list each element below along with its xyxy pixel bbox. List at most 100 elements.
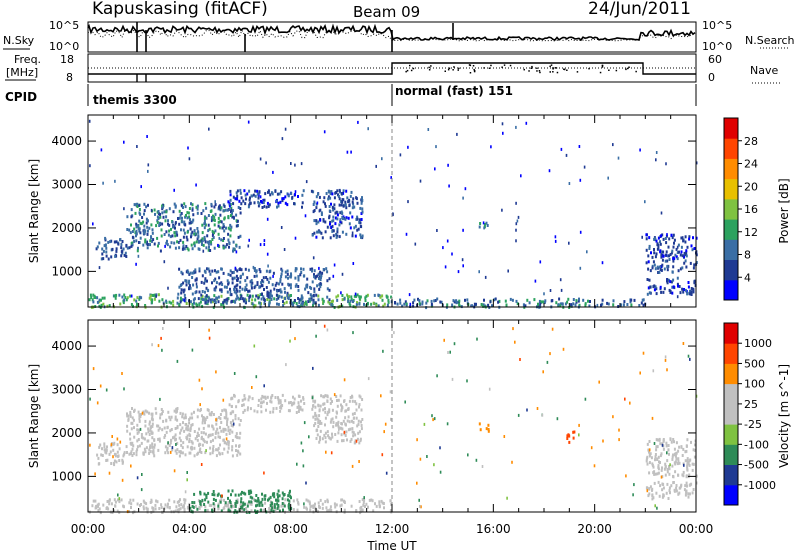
echo-cell: [179, 423, 182, 427]
echo-cell: [316, 509, 319, 513]
echo-cell: [113, 509, 116, 513]
echo-cell: [362, 501, 365, 505]
echo-cell: [312, 210, 315, 214]
echo-cell: [228, 403, 231, 407]
echo-cell: [211, 238, 214, 241]
echo-cell: [99, 511, 102, 515]
echo-cell: [266, 395, 269, 399]
echo-cell: [313, 200, 316, 204]
echo-cell: [211, 281, 213, 285]
echo-cell: [228, 432, 231, 435]
echo-cell: [313, 219, 316, 223]
echo-cell: [361, 498, 364, 502]
echo-cell: [332, 299, 334, 303]
echo-cell: [282, 300, 284, 304]
echo-cell: [219, 208, 222, 212]
echo-cell: [294, 193, 296, 197]
echo-cell: [250, 509, 253, 513]
echo-cell: [589, 300, 591, 303]
echo-cell: [317, 192, 319, 196]
echo-cell: [212, 438, 214, 442]
echo-cell: [498, 299, 501, 303]
echo-cell: [277, 504, 280, 508]
echo-cell: [577, 299, 580, 303]
echo-cell: [202, 426, 205, 430]
echo-cell: [225, 298, 228, 302]
echo-cell: [218, 282, 221, 286]
echo-cell: [323, 324, 326, 328]
echo-cell: [95, 247, 98, 251]
echo-cell: [199, 239, 202, 243]
echo-cell: [248, 491, 251, 495]
echo-cell: [664, 473, 667, 477]
echo-cell: [447, 163, 449, 167]
echo-region: [310, 188, 364, 240]
echo-cell: [310, 189, 313, 193]
echo-cell: [149, 243, 151, 247]
echo-cell: [151, 343, 153, 347]
echo-cell: [679, 486, 682, 490]
echo-region: [566, 430, 576, 444]
echo-cell: [207, 491, 210, 495]
echo-cell: [382, 304, 385, 308]
echo-cell: [220, 281, 223, 285]
echo-cell: [326, 498, 329, 502]
echo-cell: [686, 465, 689, 469]
echo-cell: [332, 208, 335, 212]
echo-cell: [287, 276, 289, 280]
echo-cell: [188, 451, 191, 455]
echo-cell: [208, 336, 211, 340]
echo-cell: [340, 409, 343, 413]
echo-cell: [128, 501, 131, 505]
echo-cell: [623, 300, 626, 304]
echo-cell: [556, 417, 559, 421]
echo-cell: [660, 475, 663, 479]
echo-cell: [279, 277, 282, 281]
nave-dot: [601, 66, 604, 68]
echo-cell: [178, 303, 181, 307]
echo-cell: [618, 428, 620, 432]
echo-cell: [234, 509, 237, 513]
echo-cell: [260, 410, 263, 414]
echo-cell: [315, 437, 318, 440]
echo-cell: [192, 213, 195, 217]
echo-cell: [130, 464, 132, 468]
echo-cell: [268, 497, 271, 501]
echo-cell: [144, 240, 147, 244]
echo-cell: [322, 219, 325, 223]
echo-cell: [352, 262, 355, 265]
echo-cell: [284, 297, 287, 300]
echo-cell: [264, 396, 267, 400]
echo-cell: [675, 457, 678, 461]
echo-cell: [178, 222, 181, 226]
echo-cell: [574, 303, 577, 307]
echo-cell: [446, 303, 449, 307]
echo-cell: [351, 231, 354, 235]
echo-cell: [290, 294, 292, 297]
echo-cell: [168, 498, 171, 502]
echo-cell: [179, 296, 182, 300]
echo-cell: [642, 303, 645, 307]
echo-cell: [361, 207, 364, 211]
echo-cell: [190, 235, 192, 239]
echo-cell: [672, 438, 675, 441]
echo-cell: [100, 257, 103, 261]
echo-cell: [193, 229, 196, 233]
echo-cell: [230, 300, 233, 304]
echo-cell: [161, 428, 164, 432]
echo-cell: [658, 494, 661, 498]
echo-cell: [659, 242, 662, 246]
echo-cell: [103, 244, 106, 248]
echo-cell: [487, 429, 490, 433]
echo-cell: [257, 497, 260, 500]
echo-cell: [665, 491, 668, 495]
echo-cell: [269, 399, 272, 403]
echo-cell: [648, 448, 651, 452]
echo-cell: [374, 502, 376, 506]
echo-cell: [92, 300, 95, 304]
echo-cell: [295, 283, 298, 287]
echo-cell: [684, 240, 687, 244]
echo-cell: [108, 502, 111, 506]
echo-cell: [352, 197, 355, 201]
echo-cell: [277, 489, 280, 493]
